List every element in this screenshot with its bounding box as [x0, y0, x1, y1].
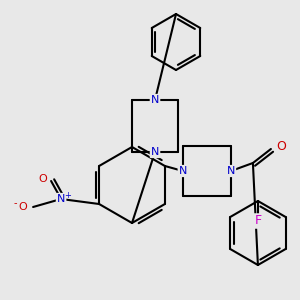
Text: O: O [39, 174, 47, 184]
Text: O: O [276, 140, 286, 154]
Text: O: O [19, 202, 28, 212]
Text: +: + [65, 191, 71, 200]
Text: -: - [13, 198, 17, 208]
Text: N: N [57, 194, 65, 204]
Text: N: N [151, 95, 159, 105]
Text: N: N [227, 166, 235, 176]
Text: N: N [179, 166, 187, 176]
Text: N: N [151, 147, 159, 157]
Text: F: F [254, 214, 262, 227]
